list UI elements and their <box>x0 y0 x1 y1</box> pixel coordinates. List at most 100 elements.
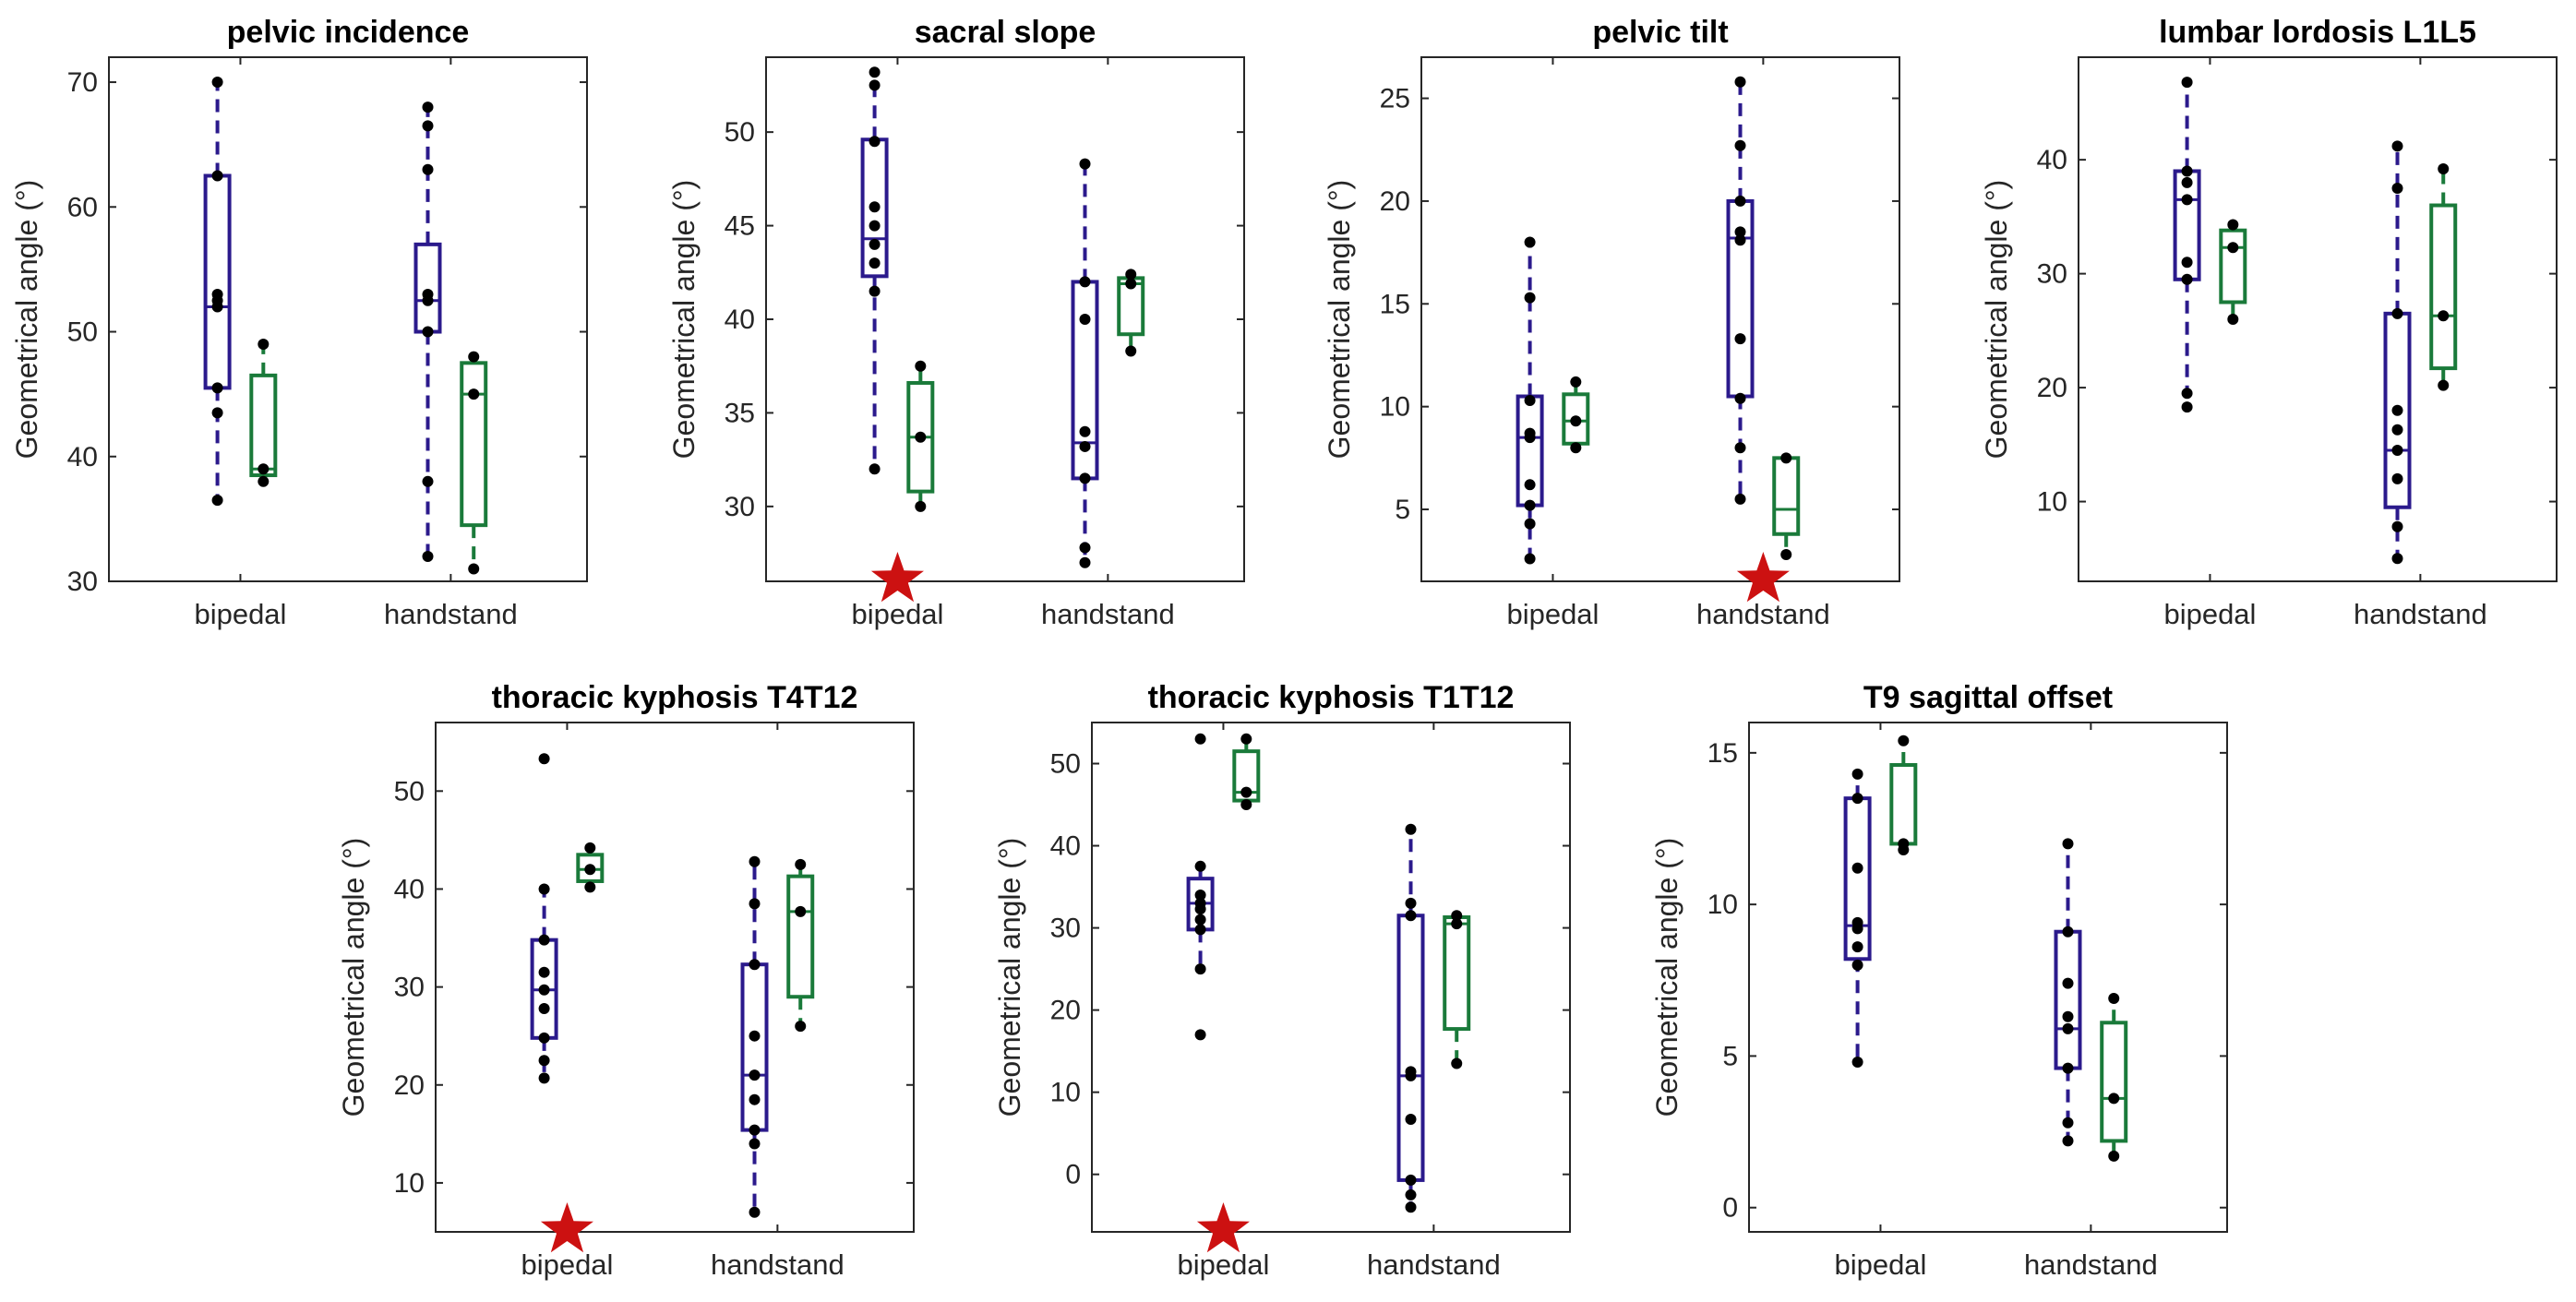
data-point <box>2391 445 2403 456</box>
data-point <box>869 66 881 78</box>
y-tick-label: 20 <box>2037 373 2067 403</box>
data-point <box>869 201 881 213</box>
data-point <box>2391 553 2403 565</box>
data-point <box>915 500 927 512</box>
box-bipedal-green <box>1562 376 1590 454</box>
box-handstand-green <box>1443 910 1471 1069</box>
data-point <box>2438 163 2450 175</box>
data-point <box>422 326 434 338</box>
data-point <box>2181 257 2193 269</box>
data-point <box>422 294 434 306</box>
y-tick-label: 40 <box>2037 145 2067 175</box>
data-point <box>422 163 434 175</box>
data-point <box>1079 276 1091 288</box>
y-tick-label: 5 <box>1395 495 1410 525</box>
data-point <box>2391 183 2403 194</box>
data-point <box>749 1069 761 1081</box>
box-bipedal-green <box>2219 219 2247 325</box>
data-point <box>795 905 807 917</box>
y-tick-label: 30 <box>725 492 755 522</box>
significance-star-icon <box>1196 1202 1250 1253</box>
iqr-box <box>1443 915 1471 1032</box>
data-point <box>749 959 761 971</box>
data-point <box>211 301 223 313</box>
iqr-box <box>2429 203 2458 371</box>
box-handstand-blue <box>413 102 442 562</box>
data-point <box>749 855 761 867</box>
data-point <box>2391 307 2403 319</box>
data-point <box>869 79 881 91</box>
box-handstand-green <box>1772 452 1801 561</box>
data-point <box>1524 432 1536 444</box>
data-point <box>1194 860 1206 872</box>
data-point <box>1194 924 1206 936</box>
y-tick-label: 15 <box>1380 289 1410 319</box>
panel: thoracic kyphosis T4T12 Geometrical angle… <box>337 680 915 1281</box>
y-tick-label: 0 <box>1065 1160 1081 1190</box>
data-point <box>538 753 550 765</box>
data-point <box>1524 292 1536 304</box>
x-tick-label: bipedal <box>1506 598 1599 630</box>
data-point <box>1524 553 1536 565</box>
data-point <box>795 1021 807 1033</box>
data-point <box>2181 176 2193 188</box>
data-point <box>749 1030 761 1042</box>
y-tick-label: 35 <box>725 398 755 428</box>
data-point <box>1734 195 1746 207</box>
data-point <box>1780 452 1792 464</box>
y-tick-label: 10 <box>2037 487 2067 518</box>
box-bipedal-green <box>576 842 605 893</box>
axes-frame <box>1420 56 1900 582</box>
data-point <box>1851 768 1863 780</box>
iqr-box <box>786 874 815 999</box>
data-point <box>1240 786 1252 798</box>
data-point <box>2062 838 2074 850</box>
data-point <box>211 77 223 89</box>
significance-star-icon <box>870 552 924 603</box>
data-point <box>869 463 881 475</box>
data-point <box>1451 910 1463 922</box>
data-point <box>468 351 480 363</box>
y-tick-label: 45 <box>725 211 755 242</box>
data-point <box>2181 388 2193 400</box>
data-point <box>1194 1029 1206 1041</box>
panel: pelvic incidence Geometrical angle (°) 30 4… <box>10 15 588 630</box>
data-point <box>1405 823 1417 835</box>
panel: pelvic tilt Geometrical angle (°) 5 10 15 20 2… <box>1323 15 1900 630</box>
x-tick-label: bipedal <box>1834 1248 1926 1281</box>
data-point <box>749 1138 761 1150</box>
x-tick-label: bipedal <box>1177 1248 1269 1281</box>
y-axis-label: Geometrical angle (°) <box>993 838 1026 1117</box>
y-tick-label: 70 <box>67 67 98 98</box>
y-axis-label: Geometrical angle (°) <box>1323 180 1356 460</box>
iqr-box <box>1889 763 1918 846</box>
panel: thoracic kyphosis T1T12 Geometrical angle… <box>993 680 1571 1281</box>
data-point <box>538 966 550 978</box>
panel: sacral slope Geometrical angle (°) 30 35 40 4… <box>667 15 1245 630</box>
iqr-box <box>203 173 232 390</box>
data-point <box>1194 903 1206 915</box>
box-handstand-blue <box>740 855 769 1218</box>
data-point <box>1079 314 1091 325</box>
box-bipedal-green <box>1232 733 1261 811</box>
x-tick-label: handstand <box>2354 598 2487 630</box>
data-point <box>1125 278 1137 290</box>
data-point <box>2062 1010 2074 1022</box>
data-point <box>422 102 434 113</box>
panel-title: thoracic kyphosis T1T12 <box>1148 680 1515 715</box>
y-tick-label: 5 <box>1722 1041 1738 1071</box>
data-point <box>1079 542 1091 554</box>
data-point <box>1734 76 1746 88</box>
data-point <box>2108 1150 2120 1162</box>
x-tick-label: bipedal <box>2163 598 2256 630</box>
y-axis-label: Geometrical angle (°) <box>1650 838 1683 1117</box>
y-tick-label: 40 <box>394 874 425 904</box>
data-point <box>2391 140 2403 152</box>
data-point <box>1405 1174 1417 1186</box>
data-point <box>1570 442 1582 454</box>
box-bipedal-blue <box>860 66 889 475</box>
data-point <box>538 883 550 895</box>
box-handstand-blue <box>2383 140 2412 565</box>
data-point <box>795 858 807 870</box>
box-handstand-green <box>786 858 815 1033</box>
